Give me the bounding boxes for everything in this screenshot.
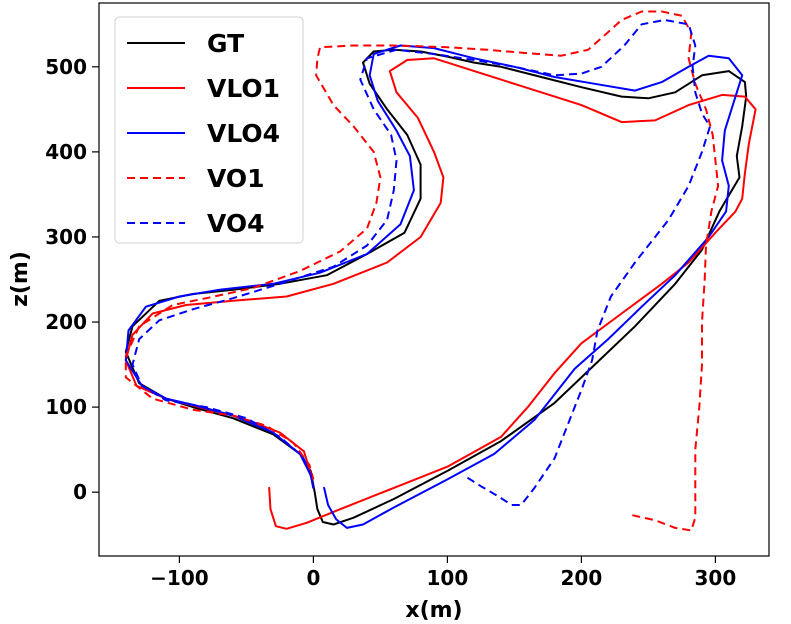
y-tick-label: 100 [45,395,87,419]
y-tick-label: 400 [45,140,87,164]
x-tick-label: −100 [150,566,209,590]
plot-frame [98,2,770,557]
legend-box [114,16,304,244]
legend-label-vo4: VO4 [207,209,265,238]
x-tick-label: 300 [695,566,737,590]
series-line-vo1: VO1 [124,10,720,532]
y-axis-label: z(m) [8,251,33,307]
y-tick-label: 200 [45,310,87,334]
x-tick-label: 100 [427,566,469,590]
x-tick-label: 200 [561,566,603,590]
legend-label-vlo4: VLO4 [207,119,280,148]
series-line-vlo1: VLO1 [124,57,757,530]
legend-label-vo1: VO1 [207,164,265,193]
series-line-vo4: VO4 [131,19,711,506]
x-axis-ticks: −100 0 100 200 300 [150,556,736,590]
legend-label-gt: GT [207,29,244,58]
y-tick-label: 0 [73,480,87,504]
x-tick-label: 0 [306,566,320,590]
y-tick-label: 500 [45,55,87,79]
x-axis-label: x(m) [405,598,462,623]
legend: GT VLO1 VLO4 VO1 VO4 [114,16,304,244]
y-tick-label: 300 [45,225,87,249]
legend-label-vlo1: VLO1 [207,74,280,103]
plot-series-group: GT VLO1 VLO4 VO1 VO4 [124,10,757,532]
y-axis-ticks: 0 100 200 300 400 500 [45,55,99,504]
